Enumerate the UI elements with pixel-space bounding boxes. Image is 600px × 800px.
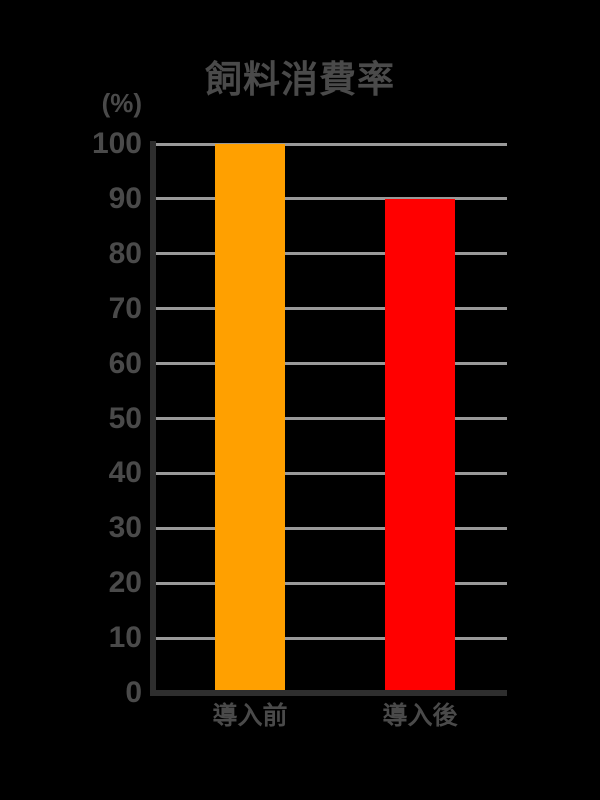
- gridline-80: [153, 252, 507, 255]
- gridline-10: [153, 637, 507, 640]
- gridline-30: [153, 527, 507, 530]
- y-tick-label-50: 50: [108, 402, 142, 435]
- chart-title: 飼料消費率: [205, 59, 395, 100]
- gridline-40: [153, 472, 507, 475]
- y-tick-label-10: 10: [108, 621, 142, 654]
- y-tick-label-0: 0: [125, 676, 142, 709]
- gridline-20: [153, 582, 507, 585]
- y-tick-label-90: 90: [108, 182, 142, 215]
- y-tick-label-60: 60: [108, 347, 142, 380]
- gridline-70: [153, 307, 507, 310]
- y-axis-line: [150, 141, 156, 696]
- y-tick-label-100: 100: [91, 127, 142, 160]
- y-tick-label-30: 30: [108, 511, 142, 544]
- gridline-100: [153, 143, 507, 146]
- bar-導入後: [385, 199, 455, 690]
- x-axis-line: [150, 690, 507, 696]
- y-axis-unit-label: (%): [101, 88, 142, 118]
- y-tick-label-80: 80: [108, 237, 142, 270]
- x-category-label-導入前: 導入前: [212, 702, 288, 730]
- gridline-90: [153, 197, 507, 200]
- bar-導入前: [215, 144, 285, 690]
- y-tick-label-20: 20: [108, 566, 142, 599]
- gridline-50: [153, 417, 507, 420]
- gridline-60: [153, 362, 507, 365]
- y-tick-label-70: 70: [108, 292, 142, 325]
- y-tick-label-40: 40: [108, 456, 142, 489]
- x-category-label-導入後: 導入後: [382, 702, 458, 730]
